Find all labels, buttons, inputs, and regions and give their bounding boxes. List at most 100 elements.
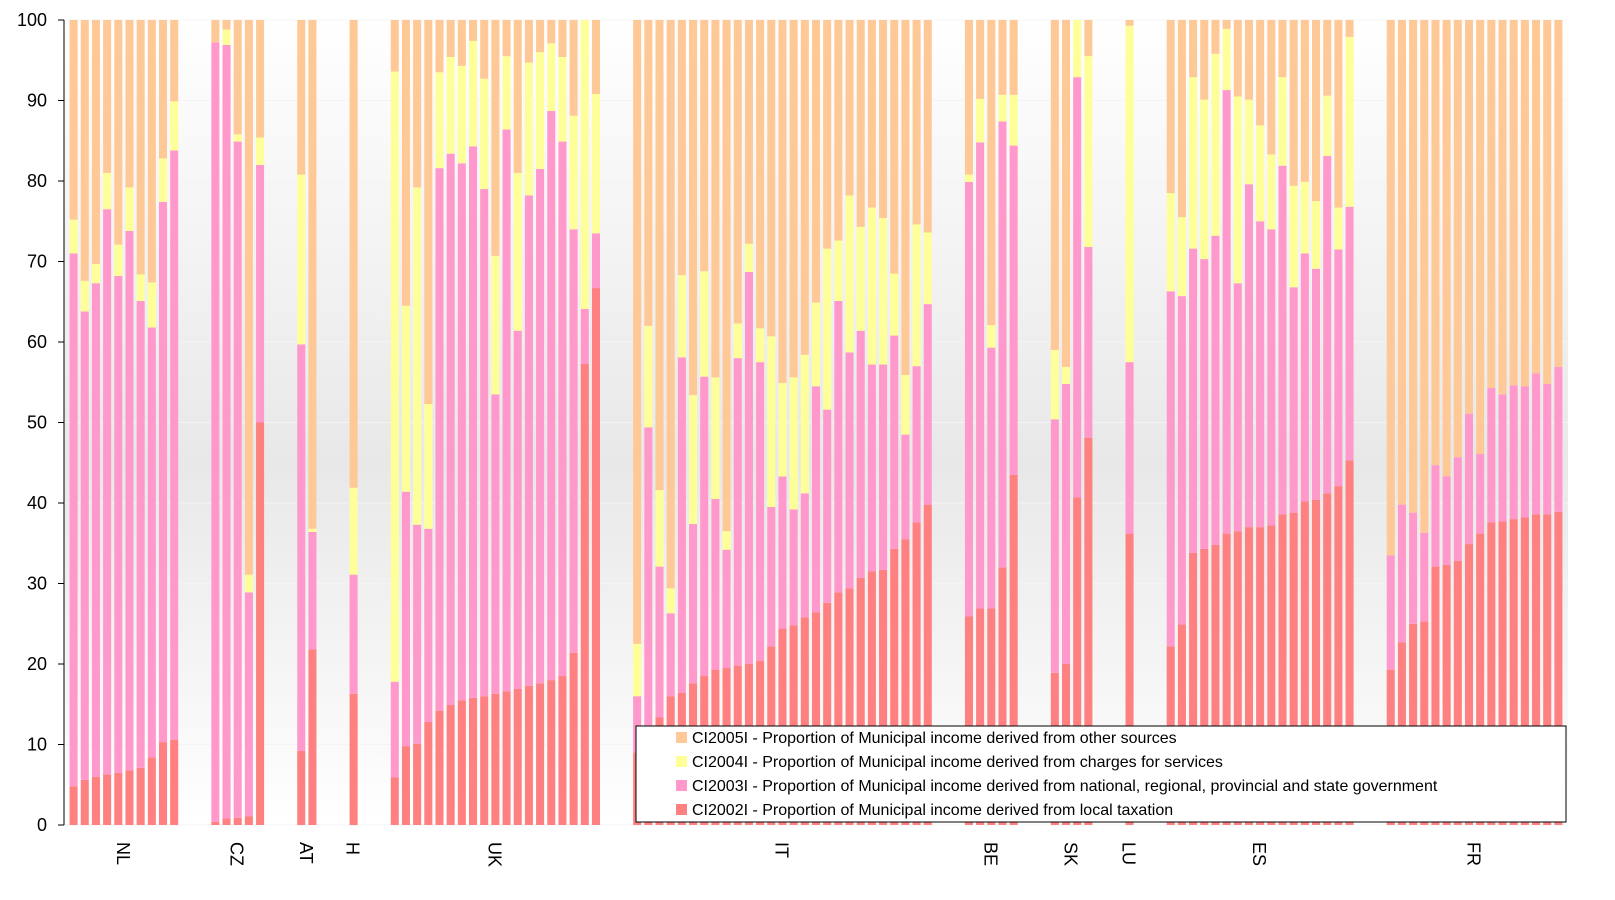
bar-segment-local-taxation: [1278, 514, 1287, 825]
bar-segment-charges: [1289, 185, 1298, 288]
bar-segment-government: [1543, 383, 1552, 515]
bar-segment-charges: [308, 528, 317, 532]
bar-segment-charges: [244, 574, 253, 593]
bar-segment-local-taxation: [256, 422, 265, 825]
bar-segment-other: [401, 20, 410, 306]
bar-segment-charges: [1211, 53, 1220, 236]
bar-segment-charges: [1345, 36, 1354, 207]
bar-segment-government: [823, 409, 832, 603]
bar-segment-local-taxation: [1334, 486, 1343, 825]
bar-segment-local-taxation: [513, 688, 522, 825]
bar-segment-other: [1334, 20, 1343, 208]
bar-segment-other: [536, 20, 545, 53]
bar-segment-charges: [722, 531, 731, 550]
bar-segment-other: [158, 20, 168, 159]
bar-segment-other: [211, 20, 220, 43]
bar-segment-government: [867, 364, 876, 572]
bar-segment-government: [222, 44, 231, 819]
bar-segment-other: [1289, 20, 1298, 186]
bar-segment-local-taxation: [91, 776, 100, 825]
bar-segment-government: [297, 344, 306, 751]
bar-segment-government: [211, 42, 220, 822]
bar-segment-charges: [1177, 217, 1186, 297]
bar-segment-local-taxation: [1267, 525, 1276, 825]
bar-segment-local-taxation: [1189, 552, 1198, 825]
bar-segment-local-taxation: [1009, 474, 1018, 825]
bar-segment-other: [424, 20, 433, 404]
x-group-label: CZ: [227, 842, 247, 866]
bar-segment-charges: [800, 354, 809, 494]
bar-segment-other: [964, 20, 973, 175]
bar-segment-other: [1345, 20, 1354, 37]
bar-segment-government: [1233, 283, 1242, 532]
bar-segment-government: [666, 613, 675, 697]
bar-segment-government: [591, 233, 601, 289]
bar-segment-charges: [1267, 154, 1276, 230]
bar-segment-other: [1532, 20, 1541, 374]
bar-segment-local-taxation: [446, 705, 455, 825]
bar-segment-government: [644, 427, 653, 729]
bar-segment-charges: [1222, 28, 1231, 91]
bar-segment-government: [480, 189, 489, 697]
bar-group-lu: [1125, 20, 1134, 825]
x-group-label: FR: [1464, 842, 1484, 866]
bar-group-it: [633, 20, 932, 825]
bar-segment-government: [558, 141, 567, 677]
bar-segment-charges: [823, 248, 832, 410]
x-group-label: AT: [296, 842, 316, 864]
bar-segment-other: [125, 20, 134, 188]
bar-segment-other: [890, 20, 899, 274]
bar-segment-local-taxation: [435, 710, 444, 825]
bar-segment-government: [1520, 386, 1529, 518]
bar-segment-local-taxation: [856, 577, 865, 825]
legend-swatch: [676, 732, 687, 743]
bar-segment-local-taxation: [879, 569, 888, 825]
bar-segment-local-taxation: [591, 288, 601, 825]
bar-segment-charges: [1256, 125, 1265, 222]
bar-segment-government: [1061, 383, 1071, 664]
bar-segment-charges: [655, 490, 664, 567]
bar-segment-other: [256, 20, 265, 138]
bar-segment-government: [349, 574, 358, 694]
bar-segment-other: [1476, 20, 1485, 454]
bar-segment-other: [524, 20, 533, 63]
bar-segment-other: [666, 20, 675, 589]
bar-segment-government: [513, 330, 522, 689]
y-tick-label: 80: [27, 171, 47, 191]
bar-segment-other: [867, 20, 876, 208]
bar-segment-government: [778, 476, 787, 629]
bar-segment-charges: [1233, 96, 1242, 284]
x-group-label: LU: [1119, 842, 1139, 865]
bar-segment-local-taxation: [1233, 531, 1242, 825]
bar-segment-charges: [1084, 56, 1093, 248]
bar-segment-charges: [890, 273, 899, 336]
bar-segment-local-taxation: [136, 767, 145, 825]
bar-segment-local-taxation: [457, 700, 466, 825]
bar-segment-local-taxation: [867, 571, 876, 825]
bar-segment-government: [1509, 385, 1518, 520]
bar-segment-local-taxation: [834, 592, 843, 825]
legend-swatch: [676, 756, 687, 767]
bar-segment-other: [778, 20, 787, 384]
bar-segment-charges: [1125, 25, 1134, 363]
bar-segment-local-taxation: [1084, 437, 1093, 825]
bar-segment-government: [469, 146, 478, 698]
bar-segment-charges: [469, 40, 478, 147]
bar-segment-charges: [834, 240, 843, 301]
bar-segment-other: [69, 20, 78, 220]
bar-segment-local-taxation: [800, 617, 809, 825]
bar-segment-other: [998, 20, 1007, 95]
bar-segment-other: [435, 20, 444, 73]
bar-segment-other: [1397, 20, 1406, 505]
bar-segment-government: [976, 142, 985, 609]
bar-segment-government: [744, 271, 753, 664]
bar-segment-charges: [1073, 20, 1082, 78]
bar-segment-local-taxation: [401, 746, 410, 825]
bar-segment-government: [1431, 465, 1440, 567]
axes-layer: 0 10 20 30 40 50 60 70 80 90 100 NL CZ AT H UK IT BE SK LU E…: [17, 10, 1484, 867]
y-tick-label: 10: [27, 735, 47, 755]
bar-segment-government: [256, 164, 265, 423]
bar-segment-government: [580, 308, 589, 364]
bar-segment-government: [677, 357, 686, 693]
bar-segment-government: [390, 681, 399, 778]
